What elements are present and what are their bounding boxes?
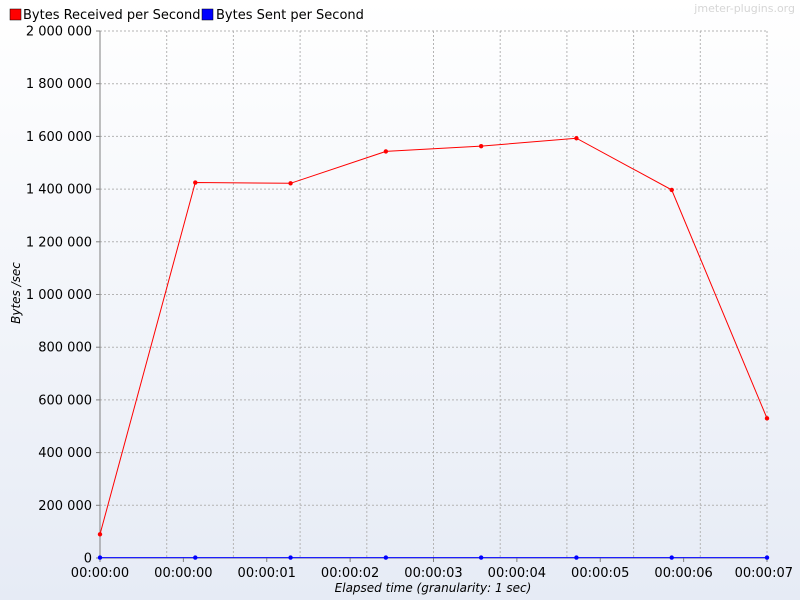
legend-swatch-received — [9, 8, 22, 21]
data-point-received[interactable] — [97, 532, 103, 537]
data-point-received[interactable] — [764, 416, 770, 421]
y-tick-label: 400 000 — [38, 446, 92, 461]
y-axis-title: Bytes /sec — [9, 262, 23, 324]
y-tick-label: 200 000 — [38, 499, 92, 514]
x-axis-title: Elapsed time (granularity: 1 sec) — [335, 581, 532, 595]
y-tick-label: 1 600 000 — [26, 130, 92, 145]
watermark-text: jmeter-plugins.org — [693, 2, 795, 15]
legend-label-received: Bytes Received per Second — [23, 8, 200, 23]
x-tick-label: 00:00:06 — [654, 566, 712, 581]
data-point-received[interactable] — [574, 136, 579, 141]
y-tick-label: 1 400 000 — [26, 183, 92, 198]
x-tick-label: 00:00:01 — [238, 566, 296, 581]
legend-swatch-sent — [201, 8, 214, 21]
data-point-sent[interactable] — [478, 555, 484, 560]
data-point-received[interactable] — [478, 143, 484, 149]
x-tick-label: 00:00:04 — [488, 566, 546, 581]
legend-item-received[interactable]: Bytes Received per Second — [9, 8, 200, 23]
data-point-received[interactable] — [288, 181, 293, 186]
y-tick-label: 1 200 000 — [26, 235, 92, 250]
data-point-received[interactable] — [193, 180, 198, 185]
data-point-received[interactable] — [669, 187, 674, 193]
y-tick-label: 2 000 000 — [26, 25, 92, 40]
x-tick-label: 00:00:02 — [321, 566, 379, 581]
y-tick-label: 600 000 — [38, 393, 92, 408]
legend: Bytes Received per Second Bytes Sent per… — [9, 2, 795, 23]
data-point-received[interactable] — [383, 149, 389, 154]
x-tick-label: 00:00:00 — [154, 566, 212, 581]
x-tick-label: 00:00:05 — [571, 566, 629, 581]
legend-item-sent[interactable]: Bytes Sent per Second — [201, 8, 364, 23]
x-tick-label: 00:00:00 — [71, 566, 129, 581]
series-received — [97, 136, 770, 537]
data-point-sent[interactable] — [669, 555, 674, 560]
data-point-sent[interactable] — [574, 555, 579, 560]
data-point-sent[interactable] — [288, 555, 293, 560]
data-point-sent[interactable] — [764, 555, 770, 560]
data-point-sent[interactable] — [383, 555, 389, 560]
y-tick-label: 1 800 000 — [26, 77, 92, 92]
series-sent — [97, 555, 770, 560]
grid — [100, 30, 768, 558]
data-point-sent[interactable] — [193, 555, 198, 560]
series — [97, 136, 770, 560]
y-tick-label: 1 000 000 — [26, 288, 92, 303]
legend-label-sent: Bytes Sent per Second — [216, 8, 364, 23]
series-line-received — [99, 137, 768, 535]
x-tick-label: 00:00:07 — [735, 566, 793, 581]
y-tick-label: 0 — [84, 552, 92, 567]
y-tick-label: 800 000 — [38, 341, 92, 356]
data-point-sent[interactable] — [97, 555, 103, 560]
x-tick-label: 00:00:03 — [404, 566, 462, 581]
